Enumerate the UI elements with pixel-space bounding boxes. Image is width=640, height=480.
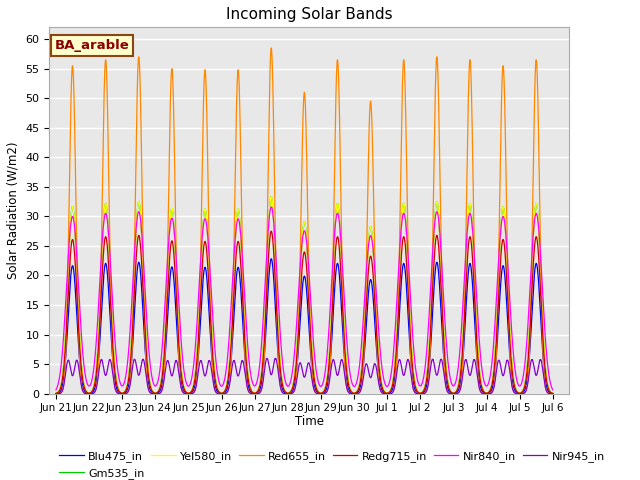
Text: BA_arable: BA_arable <box>54 39 129 52</box>
Red655_in <box>238 223 246 229</box>
Nir840_in <box>238 248 246 254</box>
Yel580_in <box>52 390 60 396</box>
Gm535_in <box>549 390 557 396</box>
Redg715_in <box>238 282 246 288</box>
Blu475_in <box>549 391 557 396</box>
Legend: Blu475_in, Gm535_in, Yel580_in, Red655_in, Redg715_in, Nir840_in, Nir945_in: Blu475_in, Gm535_in, Yel580_in, Red655_i… <box>55 447 609 480</box>
Redg715_in <box>444 377 451 383</box>
Blu475_in <box>547 390 555 396</box>
Nir945_in <box>372 366 380 372</box>
Yel580_in <box>350 390 358 396</box>
Nir840_in <box>268 204 275 210</box>
Gm535_in <box>52 390 60 396</box>
Gm535_in <box>238 259 246 264</box>
Red655_in <box>153 391 161 396</box>
Redg715_in <box>547 390 555 396</box>
Line: Redg715_in: Redg715_in <box>56 231 553 394</box>
Red655_in <box>268 45 275 51</box>
Yel580_in <box>158 370 166 375</box>
Line: Nir840_in: Nir840_in <box>56 207 553 390</box>
Line: Nir945_in: Nir945_in <box>56 359 553 394</box>
Nir945_in <box>238 358 246 364</box>
Gm535_in <box>547 390 555 396</box>
Red655_in <box>158 386 166 392</box>
Yel580_in <box>549 390 557 396</box>
Nir840_in <box>444 349 451 355</box>
Yel580_in <box>238 259 246 264</box>
Blu475_in <box>372 347 380 352</box>
Gm535_in <box>444 374 451 380</box>
Blu475_in <box>153 390 161 396</box>
Nir840_in <box>372 295 380 300</box>
Yel580_in <box>547 390 555 396</box>
Nir840_in <box>549 387 557 393</box>
Nir945_in <box>158 386 166 392</box>
Nir840_in <box>158 344 166 349</box>
Gm535_in <box>350 390 358 396</box>
Gm535_in <box>153 390 161 396</box>
Line: Blu475_in: Blu475_in <box>56 259 553 394</box>
Red655_in <box>52 391 60 396</box>
Yel580_in <box>372 319 380 324</box>
Nir840_in <box>52 387 60 393</box>
Nir945_in <box>547 391 555 396</box>
Nir945_in <box>549 391 557 396</box>
Red655_in <box>549 391 557 396</box>
Nir945_in <box>263 356 271 361</box>
Nir840_in <box>153 381 161 387</box>
Blu475_in <box>52 391 60 396</box>
Nir945_in <box>153 391 161 396</box>
Red655_in <box>444 388 451 394</box>
Blu475_in <box>268 256 275 262</box>
Yel580_in <box>268 194 275 200</box>
Nir945_in <box>52 391 60 396</box>
Nir945_in <box>444 388 451 394</box>
Yel580_in <box>444 374 451 380</box>
Redg715_in <box>158 373 166 379</box>
Blu475_in <box>238 305 246 311</box>
Gm535_in <box>372 319 380 324</box>
Redg715_in <box>372 330 380 336</box>
Line: Yel580_in: Yel580_in <box>56 197 553 393</box>
Nir840_in <box>547 383 555 388</box>
Blu475_in <box>444 383 451 389</box>
Gm535_in <box>158 370 166 375</box>
Redg715_in <box>52 391 60 396</box>
Red655_in <box>547 391 555 396</box>
Red655_in <box>372 332 380 338</box>
Title: Incoming Solar Bands: Incoming Solar Bands <box>226 7 393 22</box>
Redg715_in <box>549 391 557 396</box>
Y-axis label: Solar Radiation (W/m2): Solar Radiation (W/m2) <box>7 142 20 279</box>
Yel580_in <box>153 390 161 396</box>
Line: Red655_in: Red655_in <box>56 48 553 394</box>
Redg715_in <box>268 228 275 234</box>
Line: Gm535_in: Gm535_in <box>56 197 553 393</box>
X-axis label: Time: Time <box>295 415 324 428</box>
Redg715_in <box>153 390 161 396</box>
Gm535_in <box>268 194 275 200</box>
Blu475_in <box>158 381 166 386</box>
